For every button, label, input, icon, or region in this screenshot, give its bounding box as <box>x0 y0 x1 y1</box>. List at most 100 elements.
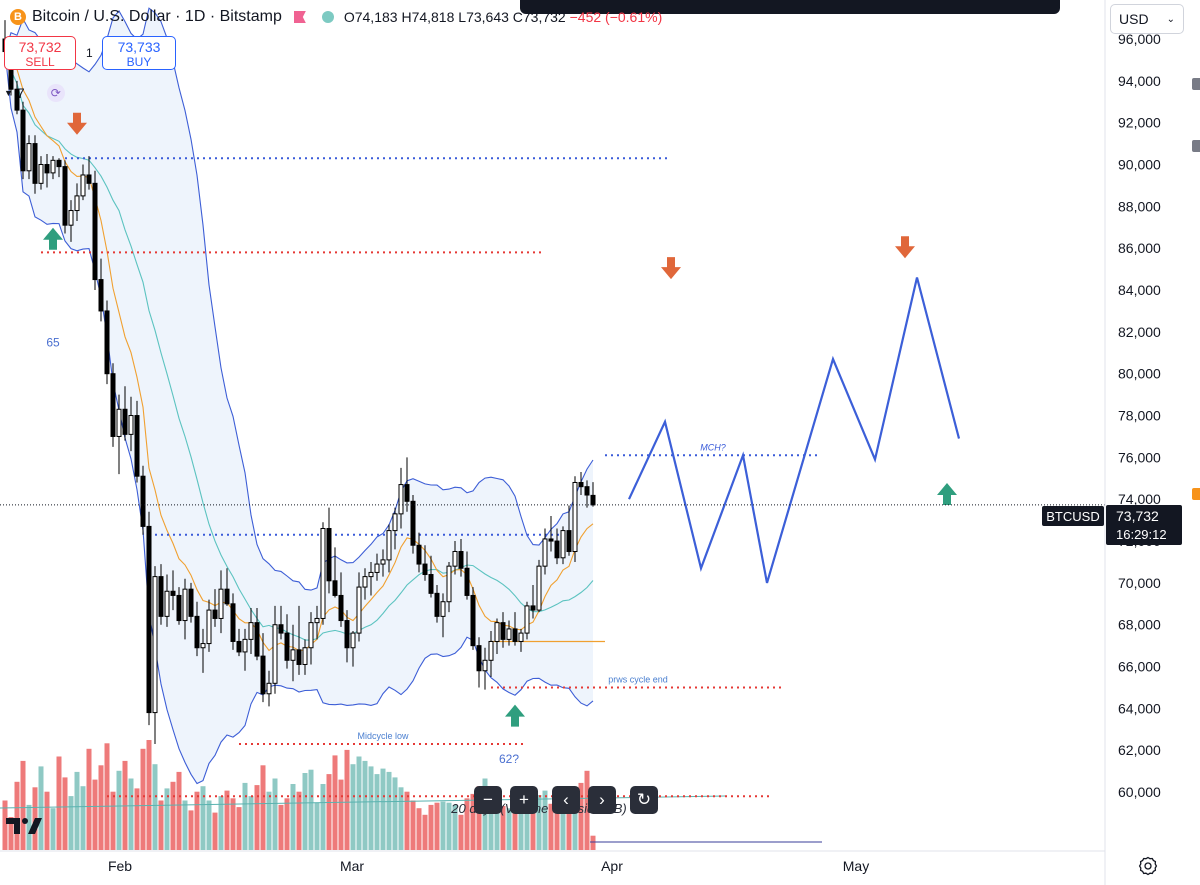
reset-chart-button[interactable]: ↻ <box>630 786 658 814</box>
price-tick-label: 94,000 <box>1118 73 1161 89</box>
candle <box>482 659 488 672</box>
symbol-tag-bg <box>1042 506 1104 526</box>
volume-bar <box>464 798 470 850</box>
scroll-left-icon: ‹ <box>563 790 569 809</box>
candle <box>86 174 92 184</box>
volume-bar <box>470 793 476 850</box>
currency-select[interactable]: USD ⌄ <box>1110 4 1184 34</box>
candle <box>50 159 56 174</box>
indicators-toggle[interactable]: ▼ 7 ⟳ <box>4 84 65 102</box>
reset-icon: ↻ <box>636 790 652 809</box>
candle <box>182 588 188 622</box>
chevron-down-icon: ⌄ <box>1166 13 1175 25</box>
candle <box>446 565 452 603</box>
candle <box>434 592 440 617</box>
candle <box>554 540 560 559</box>
indicator-count: 7 <box>16 85 25 101</box>
candle <box>488 640 494 661</box>
volume-bar <box>590 835 596 850</box>
price-tick-label: 68,000 <box>1118 617 1161 633</box>
volume-bar <box>326 774 332 850</box>
volume-bar <box>38 766 44 850</box>
volume-bar <box>170 781 176 850</box>
candle <box>122 408 128 435</box>
scroll-right-button[interactable]: › <box>588 786 616 814</box>
toolbar-strip <box>520 0 1060 14</box>
volume-bar <box>368 766 374 850</box>
volume-bar <box>212 812 218 850</box>
volume-bar <box>176 771 182 850</box>
candle <box>518 632 524 642</box>
currency-label: USD <box>1119 11 1149 27</box>
volume-bar <box>320 784 326 850</box>
volume-bar <box>542 790 548 850</box>
bollinger-band-fill <box>5 8 593 784</box>
sell-button[interactable]: 73,732 SELL <box>4 36 76 70</box>
zoom-in-button[interactable]: + <box>510 786 538 814</box>
zoom-out-button[interactable]: − <box>474 786 502 814</box>
right-edge-marker[interactable] <box>1192 140 1200 152</box>
candle <box>398 484 404 515</box>
candle <box>416 544 422 565</box>
candle <box>440 601 446 617</box>
candle <box>140 475 146 527</box>
volume-bar <box>380 768 386 850</box>
arrow-up-icon <box>505 704 525 727</box>
candle <box>464 567 470 596</box>
arrow-down-icon <box>895 236 915 259</box>
price-tick-label: 82,000 <box>1118 324 1161 340</box>
market-status-icon <box>321 11 334 23</box>
volume-bar <box>2 800 8 850</box>
volume-bar <box>476 786 482 850</box>
volume-bar <box>56 756 62 850</box>
volume-bar <box>428 804 434 850</box>
candle <box>338 594 344 622</box>
zoom-out-icon: − <box>483 790 493 809</box>
volume-bar <box>488 798 494 850</box>
chart-controls: − + ‹ › ↻ <box>474 786 658 814</box>
volume-bar <box>278 804 284 850</box>
right-edge-marker[interactable] <box>1192 488 1200 500</box>
candle <box>404 484 410 502</box>
candle <box>134 415 140 477</box>
close-value: C73,732 <box>512 9 566 25</box>
flag-icon[interactable] <box>293 11 306 23</box>
candle <box>236 640 242 653</box>
volume-bar <box>98 765 104 850</box>
candle <box>470 594 476 647</box>
right-edge-marker[interactable] <box>1192 78 1200 90</box>
candle <box>224 588 230 605</box>
volume-bar <box>446 802 452 850</box>
volume-bar <box>578 782 584 850</box>
candle <box>56 159 62 168</box>
volume-bar <box>164 788 170 850</box>
candle <box>128 415 134 435</box>
time-axis: Feb Mar Apr May <box>108 858 869 874</box>
candle <box>302 647 308 665</box>
price-tick-label: 88,000 <box>1118 198 1161 214</box>
price-tick-label: 66,000 <box>1118 659 1161 675</box>
volume-bar <box>266 791 272 850</box>
arrow-down-icon <box>67 112 87 135</box>
price-tick-label: 74,000 <box>1118 491 1161 507</box>
candle <box>314 617 320 624</box>
candle <box>200 643 206 649</box>
candle <box>332 580 338 596</box>
price-tag-value: 73,732 <box>1116 508 1159 524</box>
sync-icon[interactable]: ⟳ <box>46 84 65 102</box>
symbol-title[interactable]: Bitcoin / U.S. Dollar · 1D · Bitstamp <box>32 8 282 25</box>
candle <box>512 628 518 642</box>
volume-bar <box>200 786 206 850</box>
tradingview-logo-icon[interactable] <box>6 814 42 838</box>
candle <box>44 164 50 174</box>
candle <box>290 649 296 661</box>
buy-button[interactable]: 73,733 BUY <box>102 36 176 70</box>
order-quantity[interactable]: 1 <box>86 46 93 60</box>
volume-bar <box>74 771 80 850</box>
price-tick-label: 90,000 <box>1118 157 1161 173</box>
scroll-left-button[interactable]: ‹ <box>552 786 580 814</box>
settings-gear-icon[interactable] <box>1138 856 1158 876</box>
volume-bar <box>530 799 536 850</box>
volume-bar <box>398 787 404 850</box>
